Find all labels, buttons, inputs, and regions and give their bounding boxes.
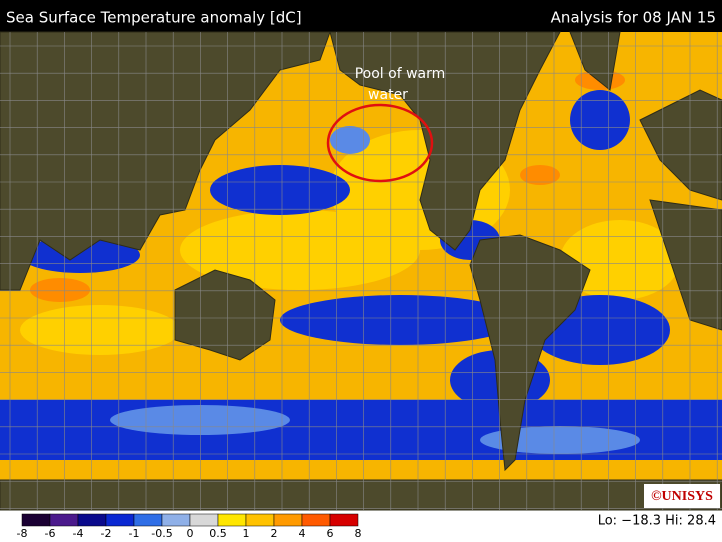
colorbar-tick-label: -0.5 — [151, 527, 172, 540]
annotation-line: water — [368, 87, 408, 103]
graticule — [0, 32, 722, 510]
colorbar-tick-label: -1 — [129, 527, 140, 540]
colorbar-swatch — [133, 513, 163, 527]
colorbar-tick-label: 0.5 — [209, 527, 227, 540]
colorbar-tick-label: 8 — [355, 527, 362, 540]
colorbar-swatch — [21, 513, 51, 527]
header-bar — [0, 0, 722, 32]
colorbar-tick-label: 2 — [271, 527, 278, 540]
title: Sea Surface Temperature anomaly [dC] — [6, 9, 302, 27]
colorbar-swatch — [189, 513, 219, 527]
colorbar-swatch — [49, 513, 79, 527]
colorbar-swatch — [273, 513, 303, 527]
colorbar-tick-label: -4 — [73, 527, 84, 540]
colorbar-tick-label: -8 — [17, 527, 28, 540]
colorbar-swatch — [245, 513, 275, 527]
logo-box — [644, 484, 720, 508]
colorbar-swatch — [77, 513, 107, 527]
map: Pool of warm water ©UNISYS — [0, 31, 722, 511]
colorbar: -8 -6 -4 -2 -1 -0.5 0 0.5 1 2 4 6 8 — [17, 513, 362, 540]
colorbar-swatch — [301, 513, 331, 527]
colorbar-swatch — [329, 513, 359, 527]
colorbar-swatch — [217, 513, 247, 527]
colorbar-swatch — [161, 513, 191, 527]
colorbar-tick-label: 4 — [299, 527, 306, 540]
highlight-circle — [326, 103, 434, 183]
colorbar-tick-label: 0 — [187, 527, 194, 540]
colorbar-tick-label: 1 — [243, 527, 250, 540]
colorbar-tick-label: -2 — [101, 527, 112, 540]
colorbar-swatch — [105, 513, 135, 527]
date: Analysis for 08 JAN 15 — [551, 9, 716, 27]
colorbar-tick-label: 6 — [327, 527, 334, 540]
logo: ©UNISYS — [651, 489, 713, 504]
colorbar-tick-label: -6 — [45, 527, 56, 540]
stats: Lo: −18.3 Hi: 28.4 — [598, 514, 716, 529]
annotation-line: Pool of warm — [355, 66, 446, 82]
